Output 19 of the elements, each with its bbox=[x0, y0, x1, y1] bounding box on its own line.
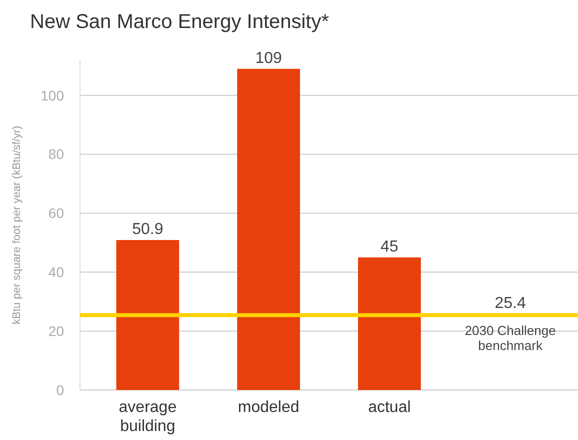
data-label: 50.9 bbox=[132, 221, 164, 238]
bar bbox=[116, 240, 180, 390]
y-tick-label: 0 bbox=[56, 382, 64, 398]
annotation: 25.4 bbox=[494, 295, 526, 312]
x-tick-label: average building bbox=[118, 399, 177, 436]
chart-title: New San Marco Energy Intensity* bbox=[30, 11, 330, 33]
data-label: 45 bbox=[380, 238, 398, 256]
x-tick-label: modeled bbox=[238, 399, 300, 416]
y-tick-label: 100 bbox=[40, 87, 64, 104]
y-tick-label: 40 bbox=[48, 264, 64, 280]
y-tick-label: 20 bbox=[48, 322, 64, 339]
data-label: 109 bbox=[255, 50, 282, 67]
bar bbox=[237, 68, 300, 390]
x-tick-label: actual bbox=[368, 399, 411, 416]
ref-line-label: 2030 Challenge benchmark bbox=[464, 323, 556, 354]
y-tick-label: 60 bbox=[48, 205, 64, 222]
y-axis-title: kBtu per square foot per year (kBtu/sf/yr) bbox=[11, 126, 23, 324]
bar bbox=[358, 257, 421, 390]
y-tick-label: 80 bbox=[48, 146, 64, 162]
